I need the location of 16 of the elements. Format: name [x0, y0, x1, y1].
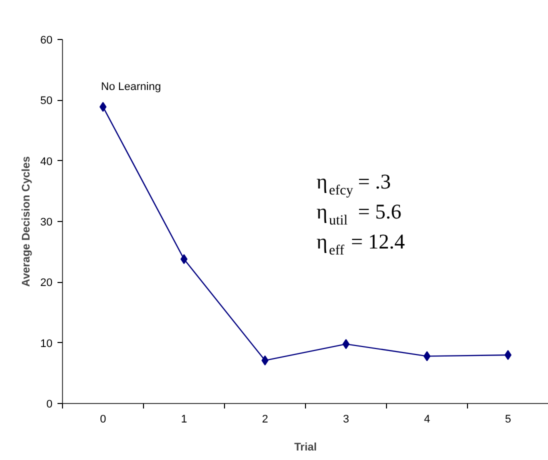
y-axis-title: Average Decision Cycles — [20, 156, 32, 287]
x-axis-title: Trial — [294, 442, 317, 454]
x-tick-label: 3 — [342, 414, 350, 426]
annotation: No Learning — [101, 80, 161, 93]
y-tick-label: 20 — [40, 277, 53, 290]
y-tick-label: 0 — [46, 398, 53, 410]
y-tick-label: 40 — [40, 156, 53, 168]
x-tick-label: 2 — [262, 414, 268, 426]
x-tick-label: 1 — [180, 414, 188, 426]
y-tick-label: 10 — [40, 338, 53, 350]
x-tick-label: 4 — [424, 414, 430, 426]
x-tick-label: 5 — [504, 414, 512, 426]
y-tick-label: 30 — [40, 216, 53, 228]
y-tick-label: 50 — [40, 95, 53, 108]
x-tick-label: 0 — [100, 414, 106, 426]
y-tick-label: 60 — [40, 34, 53, 46]
